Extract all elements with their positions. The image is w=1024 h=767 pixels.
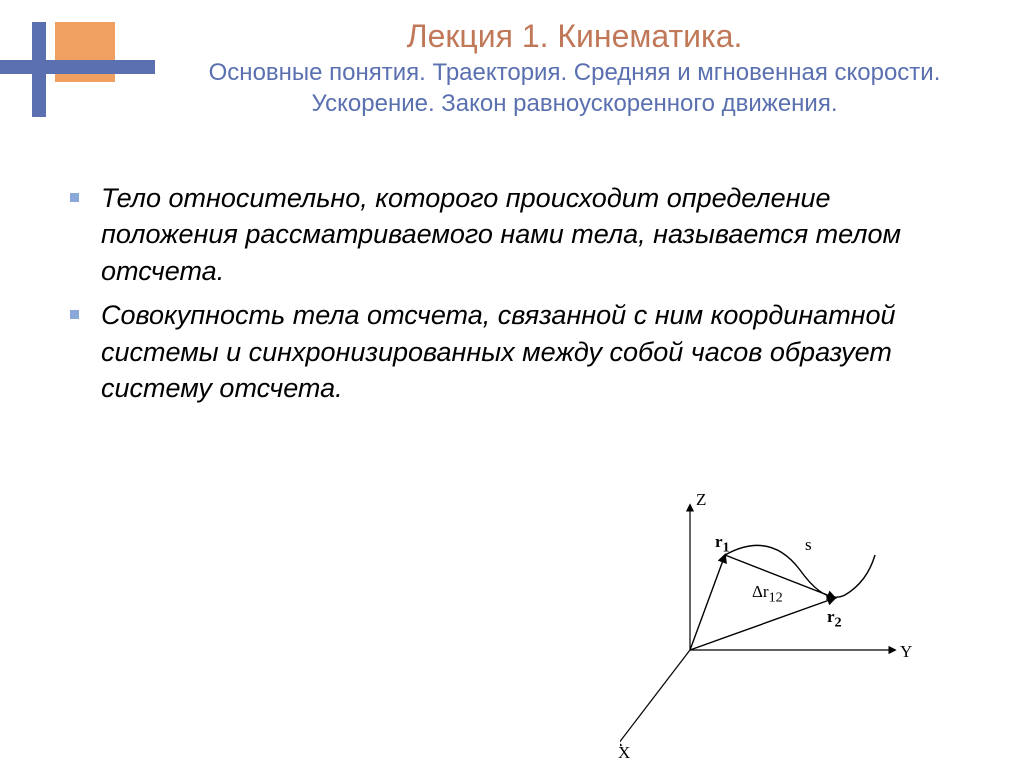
r1-vector	[690, 555, 725, 650]
delta-r-label: Δr12	[752, 582, 783, 606]
coordinate-diagram: Z Y X r1 r2 Δr12 s	[620, 490, 920, 760]
bullet-item: Тело относительно, которого происходит о…	[70, 180, 964, 289]
r1-label: r1	[715, 532, 730, 556]
title-block: Лекция 1. Кинематика. Основные понятия. …	[165, 18, 984, 119]
bullet-text: Тело относительно, которого происходит о…	[101, 180, 964, 289]
x-axis	[620, 650, 690, 748]
title-sub: Основные понятия. Траектория. Средняя и …	[165, 57, 984, 119]
body-content: Тело относительно, которого происходит о…	[70, 180, 964, 415]
accent-hbar	[0, 60, 155, 74]
bullet-item: Совокупность тела отсчета, связанной с н…	[70, 297, 964, 406]
x-axis-label: X	[618, 743, 630, 763]
accent-vbar	[32, 22, 46, 117]
s-label: s	[805, 535, 812, 555]
r2-label: r2	[827, 607, 842, 631]
y-axis-label: Y	[900, 642, 912, 662]
bullet-marker-icon	[70, 310, 79, 319]
z-axis-label: Z	[696, 490, 706, 510]
title-main: Лекция 1. Кинематика.	[165, 18, 984, 55]
bullet-text: Совокупность тела отсчета, связанной с н…	[101, 297, 964, 406]
bullet-marker-icon	[70, 193, 79, 202]
corner-accent	[0, 22, 155, 117]
trajectory-curve	[725, 545, 875, 597]
